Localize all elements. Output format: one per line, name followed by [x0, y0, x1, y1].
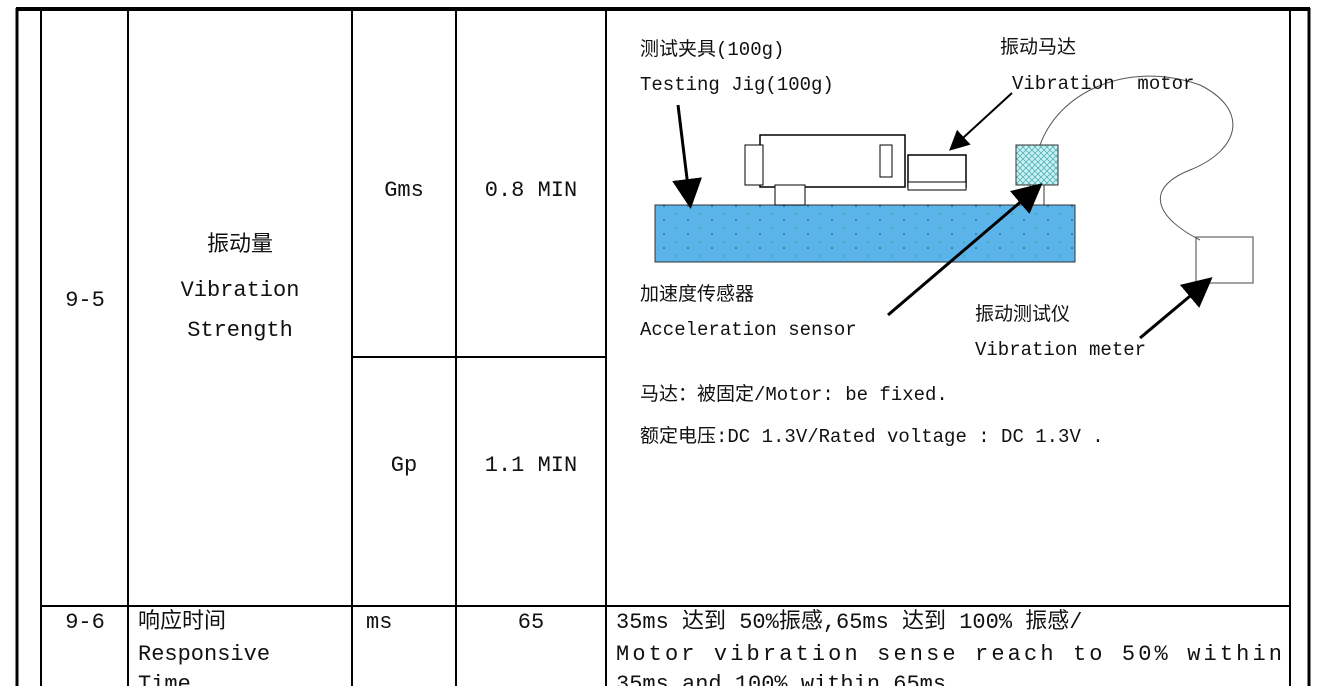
document: 9-5 振动量 Vibration Strength Gms 0.8 MIN G…: [0, 0, 1324, 686]
diagram-label: Testing Jig(100g): [640, 74, 834, 96]
unit: Gp: [391, 453, 417, 478]
spec: 65: [518, 610, 544, 635]
spec: 0.8 MIN: [485, 178, 577, 203]
unit: Gms: [384, 178, 424, 203]
item: Time: [138, 672, 191, 686]
condition: Motor vibration sense reach to 50% withi…: [616, 642, 1282, 667]
item: Responsive: [138, 642, 270, 667]
note: 马达：被固定/Motor: be fixed.: [640, 383, 948, 406]
diagram-label: 振动马达: [1000, 36, 1076, 59]
item: Vibration: [181, 278, 300, 303]
diagram-label: 加速度传感器: [640, 283, 754, 306]
unit: ms: [366, 610, 392, 635]
spec: 1.1 MIN: [485, 453, 577, 478]
note: 额定电压:DC 1.3V/Rated voltage : DC 1.3V .: [640, 425, 1104, 448]
item: 响应时间: [138, 609, 226, 635]
row-id: 9-6: [65, 610, 105, 635]
item: 振动量: [207, 232, 273, 258]
condition: 35ms,and 100% within 65ms.: [616, 672, 959, 686]
diagram-label: 振动测试仪: [975, 303, 1070, 326]
diagram-label: 测试夹具(100g): [640, 38, 784, 61]
condition: 35ms 达到 50%振感,65ms 达到 100% 振感/: [616, 609, 1082, 635]
diagram-label: Vibration motor: [1012, 73, 1194, 95]
item: Strength: [187, 318, 293, 343]
row-id: 9-5: [65, 288, 105, 313]
diagram-label: Vibration meter: [975, 339, 1146, 361]
diagram-label: Acceleration sensor: [640, 319, 857, 341]
